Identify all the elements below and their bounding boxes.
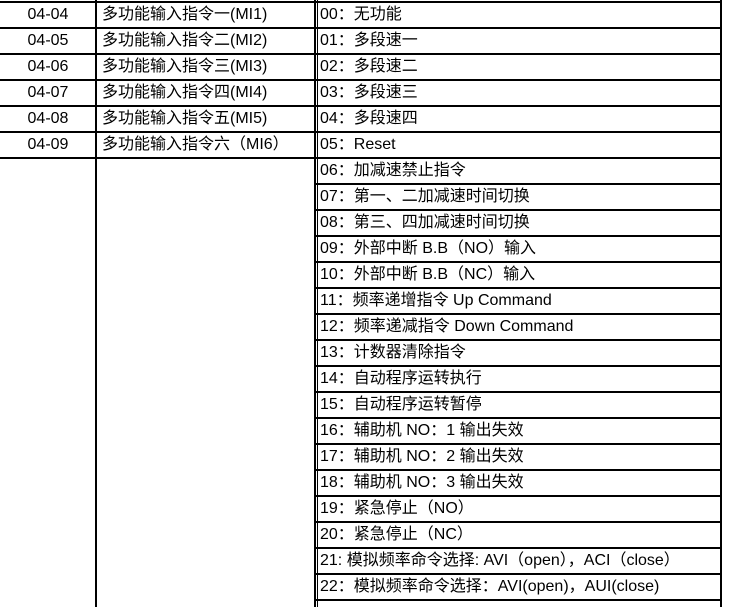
- setting-option: 02：多段速二: [320, 58, 418, 75]
- parameter-name: 多功能输入指令四(MI4): [102, 84, 268, 101]
- setting-option: 09：外部中断 B.B（NO）输入: [320, 240, 537, 257]
- row-divider: [316, 209, 722, 211]
- parameter-name: 多功能输入指令一(MI1): [102, 6, 268, 23]
- row-divider: [316, 443, 722, 445]
- parameter-name: 多功能输入指令三(MI3): [102, 58, 268, 75]
- row-divider: [0, 131, 316, 133]
- setting-option: 07：第一、二加减速时间切换: [320, 188, 530, 205]
- setting-option: 13：计数器清除指令: [320, 344, 466, 361]
- row-divider: [316, 313, 722, 315]
- row-divider: [316, 469, 722, 471]
- parameter-name: 多功能输入指令五(MI5): [102, 110, 268, 127]
- setting-option: 22：模拟频率命令选择：AVI(open)，AUI(close): [320, 578, 660, 595]
- setting-option: 05：Reset: [320, 136, 396, 153]
- row-divider: [0, 27, 316, 29]
- parameter-code: 04-06: [27, 58, 69, 75]
- row-divider: [316, 495, 722, 497]
- row-divider: [316, 339, 722, 341]
- row-divider: [316, 79, 722, 81]
- row-divider: [316, 235, 722, 237]
- parameter-code: 04-08: [27, 110, 69, 127]
- setting-option: 21: 模拟频率命令选择: AVI（open），ACI（close）: [320, 552, 680, 569]
- setting-option: 20：紧急停止（NC）: [320, 526, 473, 543]
- setting-option: 00：无功能: [320, 6, 402, 23]
- column-divider: [95, 0, 97, 607]
- parameter-name: 多功能输入指令六（MI6）: [102, 136, 289, 153]
- parameter-code: 04-05: [27, 32, 69, 49]
- row-divider: [316, 391, 722, 393]
- setting-option: 15：自动程序运转暂停: [320, 396, 482, 413]
- row-divider: [0, 79, 316, 81]
- row-divider: [316, 417, 722, 419]
- row-divider: [316, 183, 722, 185]
- parameter-code: 04-09: [27, 136, 69, 153]
- setting-option: 19：紧急停止（NO）: [320, 500, 474, 517]
- row-divider: [316, 131, 722, 133]
- setting-option: 18：辅助机 NO：3 输出失效: [320, 474, 524, 491]
- row-divider: [316, 521, 722, 523]
- row-divider: [316, 261, 722, 263]
- setting-option: 01：多段速一: [320, 32, 418, 49]
- row-divider: [316, 157, 722, 159]
- row-divider: [316, 365, 722, 367]
- row-divider: [316, 105, 722, 107]
- parameter-name: 多功能输入指令二(MI2): [102, 32, 268, 49]
- parameter-code: 04-04: [27, 6, 69, 23]
- setting-option: 06：加减速禁止指令: [320, 162, 466, 179]
- setting-option: 08：第三、四加减速时间切换: [320, 214, 530, 231]
- setting-option: 11：频率递增指令 Up Command: [320, 292, 552, 309]
- row-divider: [0, 105, 316, 107]
- setting-option: 03：多段速三: [320, 84, 418, 101]
- row-divider: [316, 287, 722, 289]
- parameter-code: 04-07: [27, 84, 69, 101]
- setting-option: 04：多段速四: [320, 110, 418, 127]
- setting-option: 14：自动程序运转执行: [320, 370, 482, 387]
- row-divider: [316, 1, 722, 3]
- setting-option: 17：辅助机 NO：2 输出失效: [320, 448, 524, 465]
- table-right-border: [720, 0, 722, 607]
- row-divider: [0, 157, 316, 159]
- row-divider: [316, 547, 722, 549]
- row-divider: [316, 27, 722, 29]
- row-divider: [316, 53, 722, 55]
- column-divider: [317, 0, 318, 607]
- row-divider: [316, 573, 722, 575]
- row-divider: [0, 53, 316, 55]
- row-divider: [0, 1, 316, 3]
- column-divider: [314, 0, 316, 607]
- row-divider: [316, 599, 722, 601]
- setting-option: 16：辅助机 NO：1 输出失效: [320, 422, 524, 439]
- setting-option: 10：外部中断 B.B（NC）输入: [320, 266, 536, 283]
- setting-option: 12：频率递减指令 Down Command: [320, 318, 574, 335]
